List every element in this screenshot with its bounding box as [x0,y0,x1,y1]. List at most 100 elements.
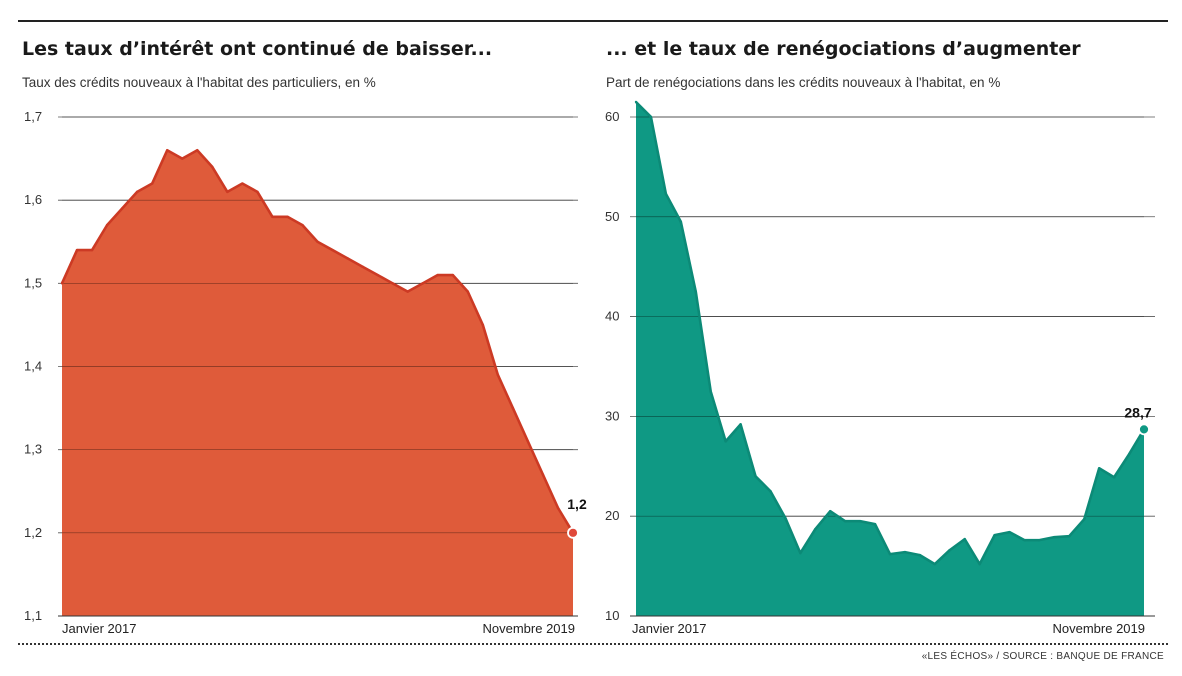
data-point [1023,538,1026,542]
chart-subtitle-renegotiations: Part de renégociations dans les crédits … [606,75,1001,90]
data-point [241,182,244,185]
data-point [843,519,847,523]
x-end-label: Novembre 2019 [483,621,576,636]
top-rule [18,20,1168,22]
data-point [496,373,500,377]
data-point [754,475,757,478]
data-point [829,510,832,513]
data-point [120,207,124,210]
x-start-label: Janvier 2017 [62,621,136,636]
data-point [769,490,772,493]
y-tick-label: 1,1 [24,608,42,623]
data-point [421,282,424,285]
data-point [406,290,409,293]
data-point [993,533,996,537]
data-point [1127,453,1131,456]
data-point [90,248,94,252]
data-point [286,215,289,218]
data-point [1097,467,1101,470]
data-point [150,182,154,185]
data-point [481,323,485,327]
data-point [679,220,683,223]
y-tick-label: 1,2 [24,525,42,540]
y-tick-label: 60 [605,109,619,124]
data-point [873,522,877,526]
data-point [391,282,394,285]
data-point [361,265,364,268]
end-value-label: 1,2 [567,496,587,512]
x-start-label: Janvier 2017 [632,621,706,636]
data-point [105,223,109,227]
data-point [1053,535,1056,539]
y-tick-label: 20 [605,508,619,523]
data-point [1083,517,1086,521]
data-point [196,149,199,152]
data-point [436,273,439,277]
data-point [271,215,274,218]
data-point [1008,530,1011,534]
data-point [799,551,802,555]
data-point [1038,538,1041,542]
data-point [256,190,259,194]
data-point [784,516,787,520]
footer-dotted-rule [18,643,1168,645]
data-point [978,562,981,566]
end-point-marker [1138,423,1150,436]
data-point [451,273,454,277]
data-point [709,390,712,393]
end-point-marker [567,526,579,539]
chart-renegotiations: 60 50 40 30 20 10 28,7 Janvier 2017 Novembre 201… [605,100,1155,636]
data-point [903,550,907,554]
data-point [135,190,139,194]
data-point [211,165,214,169]
data-point [694,290,697,293]
y-tick-label: 1,3 [24,442,42,457]
source-credit: «LES ÉCHOS» / SOURCE : BANQUE DE FRANCE [921,651,1164,662]
chart-title-interest-rates: Les taux d’intérêt ont continué de baiss… [22,38,493,60]
y-tick-label: 1,6 [24,192,42,207]
data-point [918,553,922,557]
data-point [526,440,530,443]
data-point [724,440,727,443]
chart-interest-rates: 1,7 1,6 1,5 1,4 1,3 1,2 1,1 1,2 Janvier 2017 Nove… [24,109,587,636]
data-point [301,223,304,227]
y-tick-label: 30 [605,408,619,423]
data-point [166,149,169,152]
y-tick-label: 10 [605,608,619,623]
data-point [888,552,892,556]
data-point [739,423,742,426]
y-tick-label: 1,4 [24,359,42,374]
data-point [331,248,334,252]
data-point [664,192,668,196]
data-point [948,548,951,552]
data-point [556,506,560,510]
data-point [858,519,862,523]
data-point [75,248,79,252]
data-point [226,190,229,194]
end-value-label: 28,7 [1124,404,1151,420]
data-point [1068,534,1071,538]
y-tick-label: 40 [605,309,619,324]
data-point [1112,476,1116,479]
data-point [634,100,638,104]
data-point [376,273,379,277]
series-area [62,150,573,616]
y-tick-label: 1,7 [24,109,42,124]
data-point [649,115,653,119]
data-point [346,257,349,260]
data-point [814,527,817,531]
chart-title-renegotiations: ... et le taux de renégociations d’augme… [606,38,1081,60]
y-tick-label: 50 [605,209,619,224]
data-point [963,537,966,541]
chart-subtitle-interest-rates: Taux des crédits nouveaux à l'habitat de… [22,75,376,90]
series-area [636,102,1144,616]
data-point [60,282,64,285]
x-end-label: Novembre 2019 [1053,621,1146,636]
y-tick-label: 1,5 [24,275,42,290]
data-point [181,157,184,160]
data-point [316,240,319,243]
data-point [511,406,515,410]
data-point [933,562,937,566]
data-point [466,290,469,293]
